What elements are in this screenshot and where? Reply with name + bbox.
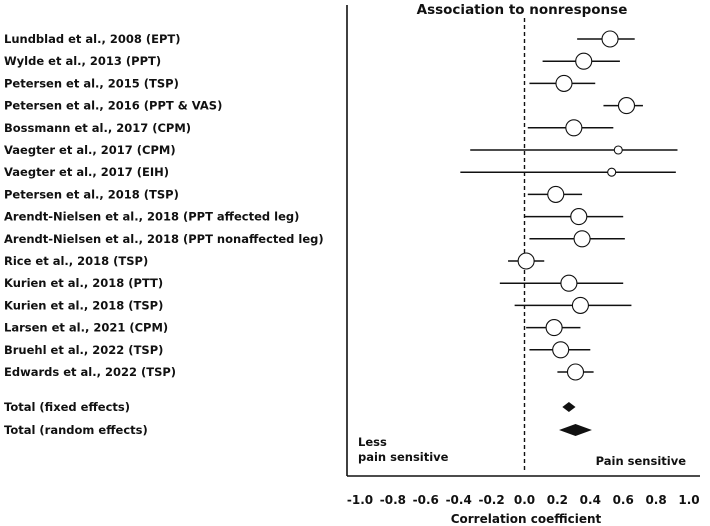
less-pain-sensitive-line1: Less [358, 435, 387, 449]
study-label: Bossmann et al., 2017 (CPM) [4, 121, 191, 135]
study-point-estimate [570, 208, 588, 226]
x-tick-label: -0.8 [380, 493, 406, 507]
study-label: Kurien et al., 2018 (TSP) [4, 298, 163, 312]
x-tick-label: 0.4 [580, 493, 601, 507]
study-label: Petersen et al., 2016 (PPT & VAS) [4, 99, 222, 113]
study-point-estimate [560, 274, 578, 292]
study-rows: Lundblad et al., 2008 (EPT) Wylde et al.,… [4, 30, 678, 381]
study-label: Bruehl et al., 2022 (TSP) [4, 343, 163, 357]
pain-sensitive-annotation: Pain sensitive [596, 454, 687, 468]
study-label: Arendt-Nielsen et al., 2018 (PPT nonaffe… [4, 232, 324, 246]
summary-diamond [559, 424, 592, 436]
study-point-estimate [573, 230, 591, 248]
summary-label: Total (fixed effects) [4, 400, 130, 414]
study-point-estimate [517, 252, 535, 270]
study-label: Petersen et al., 2015 (TSP) [4, 76, 179, 90]
study-point-estimate [552, 341, 570, 359]
study-label: Arendt-Nielsen et al., 2018 (PPT affecte… [4, 210, 299, 224]
study-point-estimate [566, 363, 585, 381]
study-label: Edwards et al., 2022 (TSP) [4, 365, 176, 379]
study-point-estimate [607, 167, 617, 177]
less-pain-sensitive-line2: pain sensitive [358, 450, 449, 464]
study-label: Vaegter et al., 2017 (EIH) [4, 165, 169, 179]
study-label: Rice et al., 2018 (TSP) [4, 254, 148, 268]
summary-rows: Total (fixed effects) Total (random effec… [4, 400, 592, 437]
x-tick-label: 0.2 [547, 493, 568, 507]
study-point-estimate [565, 119, 583, 137]
study-point-estimate [617, 97, 636, 115]
x-tick-label: -0.2 [478, 493, 504, 507]
x-tick-label: 0.0 [514, 493, 535, 507]
study-label: Lundblad et al., 2008 (EPT) [4, 32, 181, 46]
study-point-estimate [547, 185, 565, 203]
summary-diamond [562, 402, 576, 412]
study-point-estimate [613, 145, 623, 155]
x-tick-label: -0.4 [446, 493, 472, 507]
x-tick-label: -0.6 [413, 493, 439, 507]
x-tick-label: -1.0 [347, 493, 373, 507]
study-point-estimate [575, 52, 593, 70]
study-label: Petersen et al., 2018 (TSP) [4, 187, 179, 201]
x-axis-ticks: -1.0 -0.8 -0.6 -0.4 -0.2 0.0 0.2 0.4 0.6 0.8 1.0 [347, 493, 700, 507]
study-label: Larsen et al., 2021 (CPM) [4, 321, 168, 335]
study-label: Vaegter et al., 2017 (CPM) [4, 143, 176, 157]
summary-label: Total (random effects) [4, 423, 148, 437]
x-tick-label: 0.8 [645, 493, 666, 507]
study-point-estimate [545, 319, 563, 337]
study-label: Wylde et al., 2013 (PPT) [4, 54, 161, 68]
study-point-estimate [571, 296, 589, 314]
chart-title: Association to nonresponse [417, 2, 628, 18]
x-tick-label: 1.0 [678, 493, 699, 507]
study-label: Kurien et al., 2018 (PTT) [4, 276, 163, 290]
study-point-estimate [601, 30, 619, 48]
study-point-estimate [555, 74, 573, 92]
x-axis-label: Correlation coefficient [451, 512, 602, 526]
x-tick-label: 0.6 [613, 493, 634, 507]
